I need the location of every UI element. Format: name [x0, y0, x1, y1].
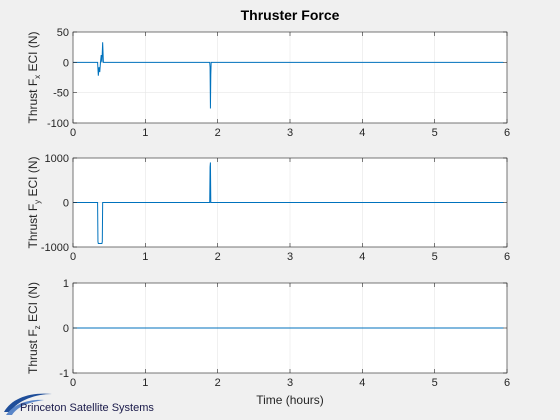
series-line-1: [73, 162, 504, 244]
x-axis-label: Time (hours): [256, 393, 324, 407]
x-tick-label: 3: [287, 251, 293, 263]
y-axis-label: Thrust Fy ECI (N): [26, 156, 42, 248]
y-tick-label: -100: [47, 118, 69, 130]
x-tick-label: 3: [287, 127, 293, 139]
x-tick-label: 5: [432, 377, 438, 389]
x-tick-label: 0: [70, 127, 76, 139]
logo: Princeton Satellite Systems: [4, 393, 154, 415]
x-tick-label: 0: [70, 377, 76, 389]
y-axis-label: Thrust Fx ECI (N): [26, 31, 42, 123]
x-tick-label: 6: [504, 251, 510, 263]
x-tick-label: 1: [142, 127, 148, 139]
x-tick-label: 2: [215, 127, 221, 139]
series-line-1: [73, 42, 504, 109]
x-tick-label: 2: [215, 377, 221, 389]
x-tick-label: 1: [142, 251, 148, 263]
y-tick-label: 1: [63, 278, 69, 290]
x-tick-label: 3: [287, 377, 293, 389]
y-tick-label: 0: [63, 198, 69, 210]
y-tick-label: 50: [57, 27, 69, 39]
x-tick-label: 5: [432, 251, 438, 263]
y-tick-label: -50: [53, 88, 69, 100]
x-tick-label: 4: [359, 377, 365, 389]
logo-text: Princeton Satellite Systems: [20, 402, 154, 414]
x-tick-label: 4: [359, 127, 365, 139]
x-tick-label: 2: [215, 251, 221, 263]
y-tick-label: 0: [63, 323, 69, 335]
x-tick-label: 6: [504, 127, 510, 139]
y-tick-label: 1000: [45, 153, 69, 165]
x-tick-label: 4: [359, 251, 365, 263]
y-axis-label: Thrust Fz ECI (N): [26, 282, 42, 374]
logo-swoosh-icon: [4, 393, 52, 415]
chart-title: Thruster Force: [241, 7, 340, 23]
x-tick-label: 0: [70, 251, 76, 263]
x-tick-label: 6: [504, 377, 510, 389]
subplot-1: 0 1 2 3 4 5 6 50 0 -50 -100 Thrust Fx ECI (N) Thrust…: [26, 7, 510, 139]
x-tick-label: 1: [142, 377, 148, 389]
x-tick-label: 5: [432, 127, 438, 139]
y-tick-label: 0: [63, 57, 69, 69]
y-tick-label: -1: [59, 368, 69, 380]
y-tick-label: -1000: [41, 242, 69, 254]
